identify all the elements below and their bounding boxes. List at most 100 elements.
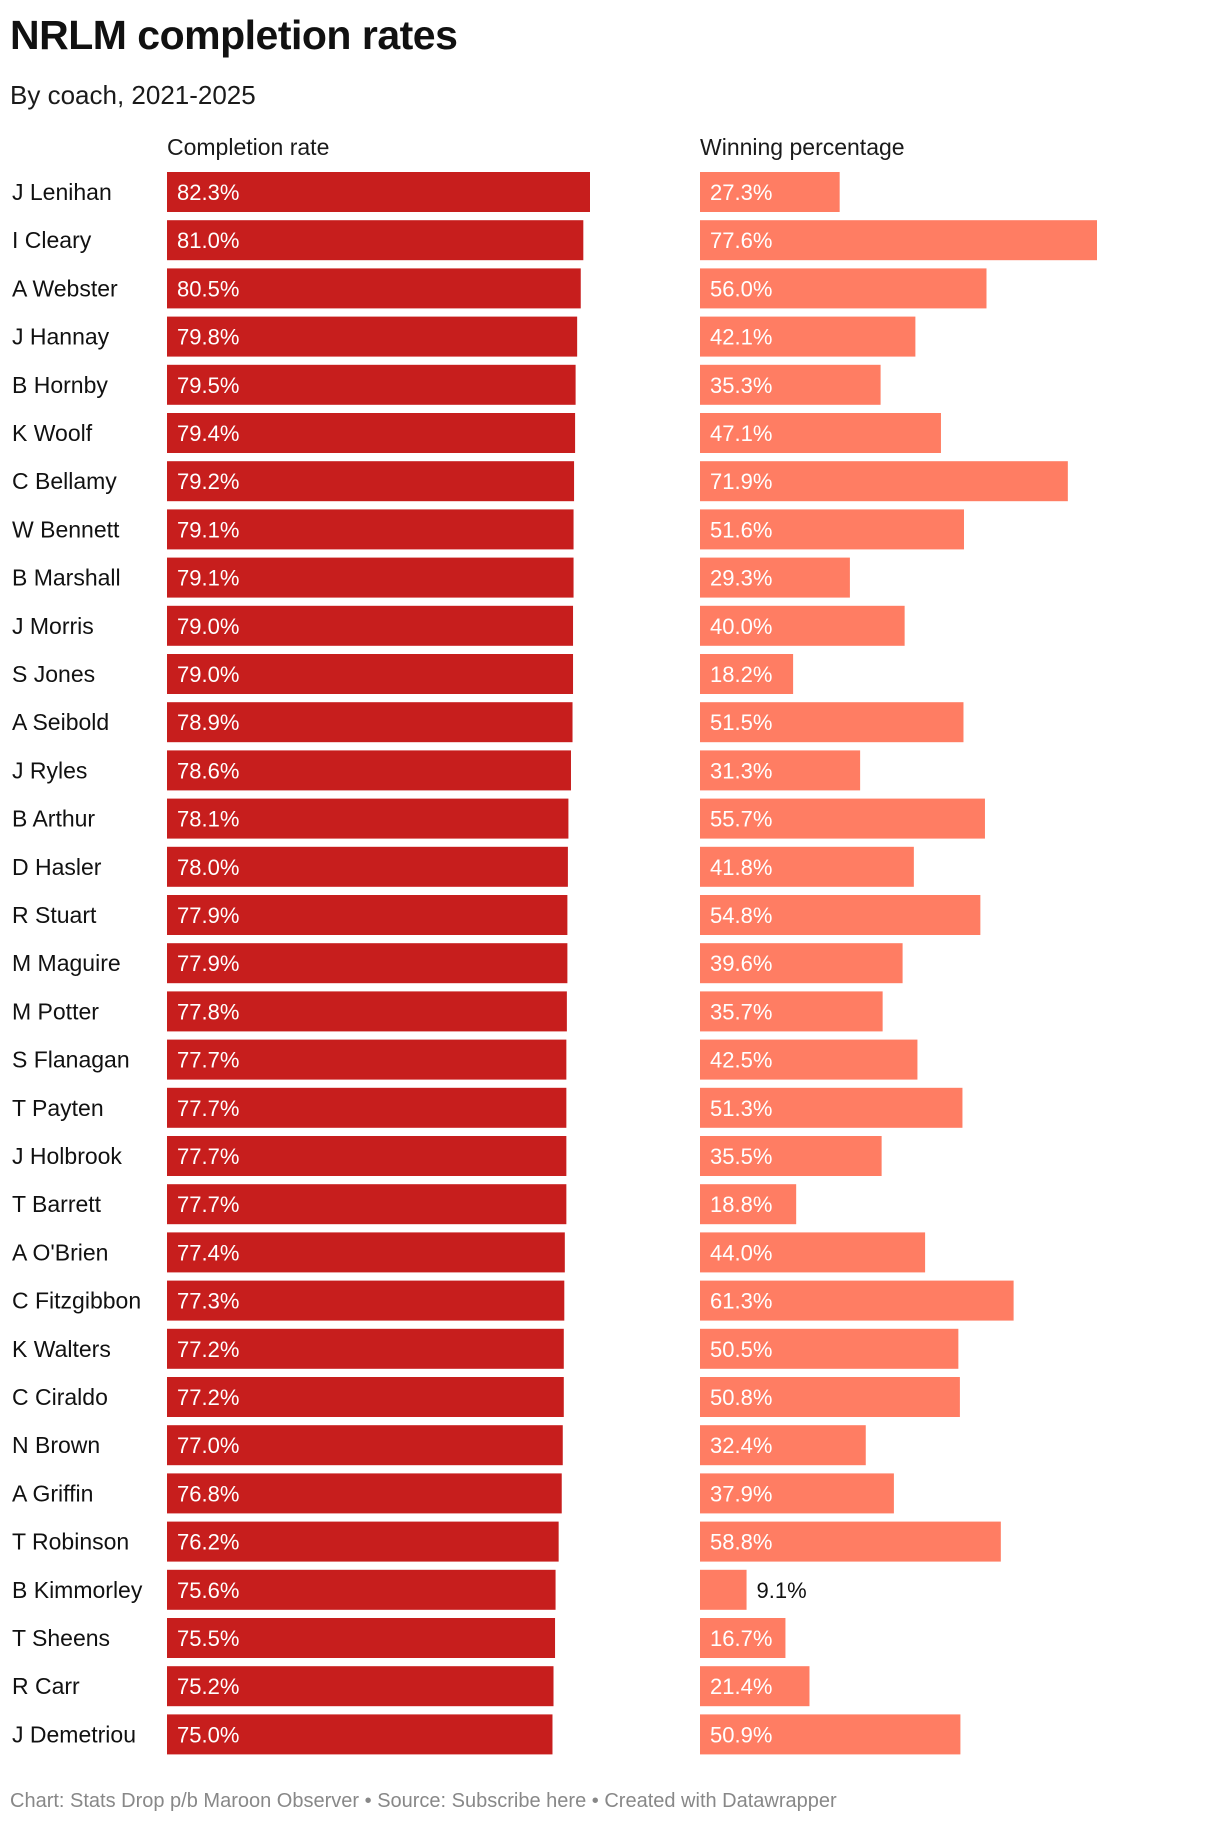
completion-bar: [167, 1618, 556, 1658]
chart-title: NRLM completion rates: [10, 12, 458, 58]
winning-column-header: Winning percentage: [700, 134, 905, 160]
coach-label: M Potter: [12, 998, 99, 1024]
completion-value-label: 78.1%: [177, 807, 239, 832]
completion-value-label: 79.4%: [177, 421, 239, 446]
coach-label: J Ryles: [12, 757, 87, 783]
chart-row: C Fitzgibbon 77.3% 61.3%: [12, 1280, 1014, 1321]
coach-label: B Kimmorley: [12, 1577, 143, 1603]
chart-row: T Robinson 76.2% 58.8%: [12, 1521, 1001, 1562]
winning-bar: [700, 172, 840, 212]
coach-label: B Arthur: [12, 806, 95, 832]
winning-value-label: 9.1%: [757, 1578, 807, 1603]
completion-value-label: 77.0%: [177, 1433, 239, 1458]
coach-label: T Payten: [12, 1095, 104, 1121]
completion-value-label: 79.0%: [177, 614, 239, 639]
completion-value-label: 77.7%: [177, 1192, 239, 1217]
completion-value-label: 78.6%: [177, 758, 239, 783]
chart-row: T Payten 77.7% 51.3%: [12, 1087, 963, 1128]
winning-value-label: 54.8%: [710, 903, 772, 928]
completion-value-label: 79.1%: [177, 566, 239, 591]
chart-row: D Hasler 78.0% 41.8%: [12, 846, 914, 887]
coach-label: J Holbrook: [12, 1143, 122, 1169]
coach-label: T Robinson: [12, 1529, 129, 1555]
winning-bar: [700, 846, 914, 887]
completion-bar: [167, 1328, 564, 1369]
winning-value-label: 50.9%: [710, 1722, 772, 1747]
chart-row: C Ciraldo 77.2% 50.8%: [12, 1377, 960, 1417]
completion-value-label: 79.5%: [177, 373, 239, 398]
chart-row: A O'Brien 77.4% 44.0%: [12, 1232, 926, 1273]
winning-bar: [700, 509, 964, 550]
chart-row: J Holbrook 77.7% 35.5%: [12, 1136, 882, 1176]
winning-value-label: 47.1%: [710, 421, 772, 446]
winning-value-label: 51.6%: [710, 517, 772, 542]
chart-row: B Hornby 79.5% 35.3%: [12, 364, 881, 405]
completion-bar: [167, 1425, 563, 1466]
winning-value-label: 51.3%: [710, 1096, 772, 1121]
coach-label: J Morris: [12, 613, 94, 639]
coach-label: S Jones: [12, 661, 95, 687]
completion-bar: [167, 991, 567, 1032]
winning-bar: [700, 220, 1097, 261]
chart-row: C Bellamy 79.2% 71.9%: [12, 461, 1068, 502]
coach-label: S Flanagan: [12, 1047, 130, 1073]
completion-bar: [167, 557, 574, 598]
completion-value-label: 77.4%: [177, 1240, 239, 1265]
winning-value-label: 21.4%: [710, 1674, 772, 1699]
completion-value-label: 75.0%: [177, 1722, 239, 1747]
coach-label: J Demetriou: [12, 1721, 136, 1747]
completion-value-label: 77.3%: [177, 1289, 239, 1314]
winning-bar: [700, 1039, 918, 1080]
chart-row: K Walters 77.2% 50.5%: [12, 1328, 959, 1369]
winning-value-label: 71.9%: [710, 469, 772, 494]
footer-credit: Chart: Stats Drop p/b Maroon Observer: [10, 1790, 360, 1812]
coach-label: W Bennett: [12, 516, 120, 542]
completion-value-label: 75.5%: [177, 1626, 239, 1651]
chart-row: M Maguire 77.9% 39.6%: [12, 943, 903, 984]
completion-value-label: 77.7%: [177, 1144, 239, 1169]
winning-value-label: 56.0%: [710, 276, 772, 301]
chart-row: A Griffin 76.8% 37.9%: [12, 1473, 894, 1514]
footer-created[interactable]: Created with Datawrapper: [604, 1790, 837, 1812]
completion-bar: [167, 413, 576, 453]
winning-value-label: 35.7%: [710, 999, 772, 1024]
completion-bar: [167, 509, 574, 550]
completion-value-label: 77.8%: [177, 999, 239, 1024]
completion-value-label: 79.8%: [177, 325, 239, 350]
completion-value-label: 76.8%: [177, 1481, 239, 1506]
chart-row: B Kimmorley 75.6% 9.1%: [12, 1569, 807, 1610]
coach-label: K Woolf: [12, 420, 93, 446]
completion-bar: [167, 1473, 562, 1514]
chart-row: J Morris 79.0% 40.0%: [12, 605, 905, 646]
completion-bar: [167, 750, 571, 791]
winning-bar: [700, 991, 883, 1032]
completion-bar: [167, 798, 569, 839]
coach-label: I Cleary: [12, 227, 92, 253]
winning-value-label: 40.0%: [710, 614, 772, 639]
completion-value-label: 77.2%: [177, 1337, 239, 1362]
chart-row: K Woolf 79.4% 47.1%: [12, 413, 941, 453]
winning-value-label: 35.5%: [710, 1144, 772, 1169]
winning-value-label: 61.3%: [710, 1289, 772, 1314]
winning-value-label: 51.5%: [710, 710, 772, 735]
coach-label: T Barrett: [12, 1191, 102, 1217]
winning-bar: [700, 1521, 1001, 1562]
completion-bar: [167, 846, 568, 887]
coach-label: A Webster: [12, 275, 118, 301]
chart-row: J Ryles 78.6% 31.3%: [12, 750, 861, 791]
completion-bar: [167, 268, 581, 309]
winning-bar: [700, 1377, 960, 1417]
winning-value-label: 41.8%: [710, 855, 772, 880]
completion-value-label: 75.6%: [177, 1578, 239, 1603]
coach-label: R Stuart: [12, 902, 97, 928]
winning-value-label: 27.3%: [710, 180, 772, 205]
bar-chart: J Lenihan 82.3% 27.3% I Cleary 81.0% 77.6% A W…: [12, 172, 1097, 1755]
winning-bar: [700, 1714, 961, 1755]
completion-bar: [167, 1714, 553, 1755]
chart-row: A Webster 80.5% 56.0%: [12, 268, 987, 309]
footer-source[interactable]: Source: Subscribe here: [377, 1790, 587, 1812]
winning-bar: [700, 1087, 963, 1128]
winning-bar: [700, 1666, 810, 1707]
winning-value-label: 39.6%: [710, 951, 772, 976]
winning-value-label: 42.1%: [710, 325, 772, 350]
